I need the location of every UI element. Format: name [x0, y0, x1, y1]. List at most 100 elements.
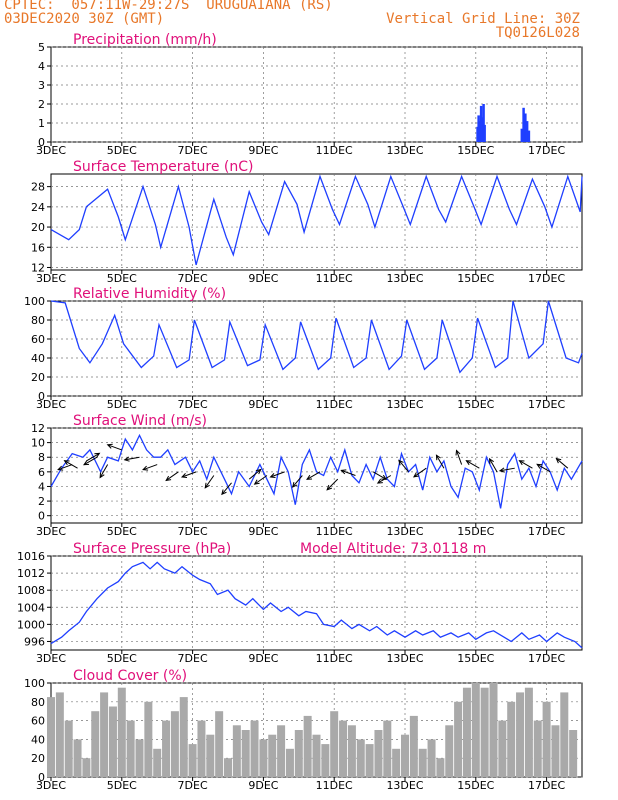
cloud-bar [542, 701, 551, 777]
cloud-bar [569, 730, 578, 777]
rh-frame [50, 300, 583, 397]
cloud-bar [374, 730, 383, 777]
cloud-bar [418, 748, 427, 777]
cloud-bar [206, 734, 215, 777]
cloud-bar [480, 687, 489, 777]
wind-arrow-shaft [489, 458, 498, 473]
wind-arrow-head [455, 449, 461, 456]
wind-arrow-shaft [556, 458, 569, 469]
temp-xtick-label: 7DEC [178, 272, 208, 285]
wind-arrow-shaft [398, 460, 409, 473]
cloud-ytick-label: 100 [24, 677, 45, 690]
cloud-xtick-label: 5DEC [107, 779, 137, 792]
wind-arrow-shaft [536, 463, 551, 473]
wind-arrow-head [165, 475, 172, 482]
wind-arrow-head [381, 474, 388, 480]
rh-xtick-label: 13DEC [386, 398, 423, 411]
precip-bar [527, 130, 531, 142]
cloud-bar [73, 739, 82, 777]
pressure-frame [50, 555, 583, 651]
rh-xtick-label: 11DEC [316, 398, 353, 411]
precip-bar [522, 107, 525, 142]
cloud-bar [498, 720, 507, 777]
precip-xtick-label: 15DEC [457, 144, 494, 157]
wind-arrow-head [306, 474, 313, 480]
temp-series-line [50, 174, 583, 266]
cloud-bar [409, 715, 418, 777]
precip-bar [483, 124, 486, 142]
precip-xtick-label: 17DEC [528, 144, 565, 157]
wind-xtick-label: 15DEC [457, 525, 494, 538]
cloud-bar [215, 711, 224, 777]
precip-xtick-label: 5DEC [107, 144, 137, 157]
wind-arrow-head [180, 473, 188, 478]
temp-xtick-label: 3DEC [36, 272, 66, 285]
cloud-bar [401, 734, 409, 777]
rh-xtick-label: 7DEC [178, 398, 208, 411]
temp-xtick-label: 15DEC [457, 272, 494, 285]
precip-bar [524, 113, 527, 142]
cloud-xtick-label: 15DEC [457, 779, 494, 792]
cloud-bar [321, 744, 330, 777]
model-code: TQ0126L028 [495, 25, 580, 41]
wind-arrow-shaft [57, 464, 73, 471]
cloud-title: Cloud Cover (%) [73, 668, 187, 684]
wind-arrow-shaft [377, 475, 392, 484]
cloud-bar [471, 683, 480, 777]
wind-arrow-shaft [436, 454, 445, 469]
wind-arrow-head [435, 454, 441, 461]
wind-arrow-head [269, 473, 276, 478]
cloud-bar [516, 692, 525, 777]
pressure-ytick-label: 1000 [17, 618, 45, 631]
pressure-xtick-label: 15DEC [457, 652, 494, 665]
pressure-xtick-label: 17DEC [528, 652, 565, 665]
precip-xtick-label: 7DEC [178, 144, 208, 157]
cloud-bar [294, 730, 303, 777]
cloud-bar [47, 697, 55, 777]
wind-arrow-head [221, 489, 227, 496]
wind-arrow-shaft [83, 456, 98, 466]
cloud-bar [524, 687, 533, 777]
wind-arrow-shaft [99, 464, 109, 478]
temp-title: Surface Temperature (nC) [73, 159, 254, 175]
cloud-bar [560, 692, 569, 777]
wind-ytick-label: 6 [38, 466, 45, 479]
rh-ytick-label: 100 [24, 295, 45, 308]
cloud-ytick-label: 20 [31, 752, 45, 765]
temp-ytick-label: 20 [31, 221, 45, 234]
pressure-series-line [50, 561, 583, 649]
cloud-xtick-label: 3DEC [36, 779, 66, 792]
pressure-ytick-label: 1004 [17, 601, 45, 614]
cloud-bar [436, 758, 445, 777]
rh-ytick-label: 20 [31, 371, 45, 384]
cloud-bar [303, 715, 312, 777]
wind-arrow-head [536, 463, 543, 469]
wind-arrow-head [83, 460, 90, 466]
cloud-bar [153, 748, 162, 777]
wind-arrow-head [123, 456, 130, 462]
cloud-bar [347, 725, 356, 777]
wind-xtick-label: 5DEC [107, 525, 137, 538]
cloud-ytick-label: 40 [31, 733, 45, 746]
wind-arrow-head [291, 482, 298, 488]
wind-arrow-head [142, 465, 149, 471]
wind-arrow-shaft [292, 475, 303, 488]
cloud-bar [489, 683, 498, 777]
wind-arrow-shaft [372, 471, 387, 480]
temp-ytick-label: 24 [31, 201, 45, 214]
cloud-bar [135, 739, 144, 777]
cloud-bar [454, 701, 463, 777]
cloud-ytick-label: 0 [38, 771, 45, 784]
temp-ytick-label: 28 [31, 181, 45, 194]
rh-ytick-label: 0 [38, 390, 45, 403]
temp-xtick-label: 11DEC [316, 272, 353, 285]
rh-series-line [50, 300, 583, 374]
cloud-bar [55, 692, 64, 777]
wind-arrow-shaft [306, 471, 321, 480]
precip-ytick-label: 2 [38, 98, 45, 111]
precip-bar [520, 128, 524, 142]
wind-ytick-label: 8 [38, 451, 45, 464]
cloud-bar [91, 711, 100, 777]
wind-arrow-head [465, 460, 472, 466]
wind-arrow-shaft [124, 456, 140, 461]
